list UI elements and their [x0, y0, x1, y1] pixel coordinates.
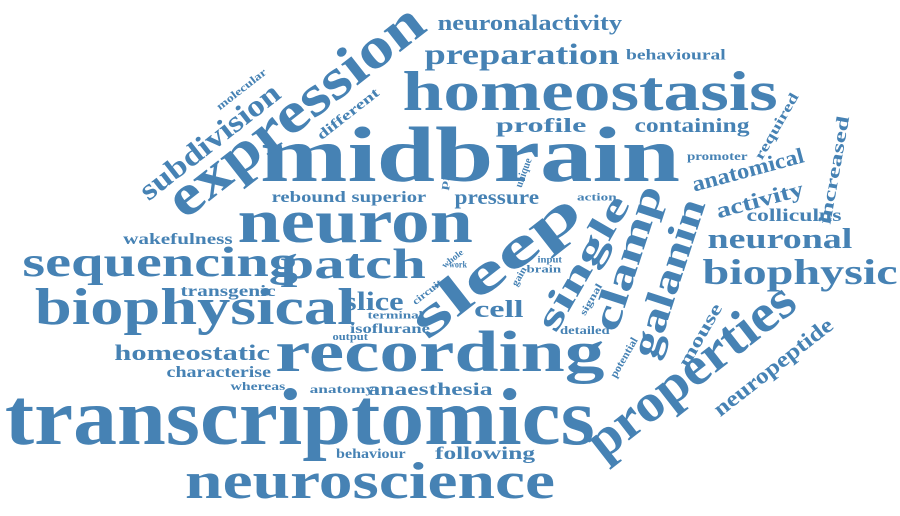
word-transcriptomics: transcriptomics	[4, 374, 595, 462]
word-profile: profile	[495, 115, 587, 137]
word-anaesthesia: anaesthesia	[367, 379, 493, 399]
word-biophysical: biophysical	[34, 279, 356, 336]
word-superior: superior	[351, 189, 427, 206]
word-following: following	[435, 443, 536, 463]
word-work: work	[449, 259, 467, 270]
word-containing: containing	[634, 115, 750, 137]
word-isoflurane: isoflurane	[350, 322, 430, 337]
word-sequencing: sequencing	[22, 240, 298, 286]
word-neuronal: neuronal	[707, 224, 853, 255]
word-patch: patch	[280, 242, 426, 288]
word-behaviour: behaviour	[336, 447, 406, 462]
word-neuron: neuron	[237, 188, 473, 256]
word-homeostatic: homeostatic	[114, 340, 271, 365]
word-whereas: whereas	[230, 379, 286, 393]
word-input: input	[537, 254, 562, 265]
word-action: action	[577, 191, 617, 204]
word-homeostasis: homeostasis	[402, 61, 778, 123]
word-output: output	[332, 332, 368, 343]
word-biophysic: biophysic	[702, 252, 898, 292]
word-characterise: characterise	[166, 364, 271, 381]
word-slice: slice	[344, 287, 404, 316]
word-wakefulness: wakefulness	[123, 231, 233, 248]
word-transgenic: transgenic	[180, 283, 276, 300]
word-pressure: pressure	[454, 187, 540, 209]
word-terminal: terminal	[367, 309, 423, 322]
word-colliculus: colliculus	[746, 205, 842, 225]
word-promoter: promoter	[686, 149, 748, 163]
word-midbrain: midbrain	[260, 111, 681, 198]
word-brain: brain	[526, 263, 562, 276]
word-recording: recording	[275, 319, 605, 384]
word-preparation: preparation	[424, 38, 620, 71]
word-neuronalactivity: neuronalactivity	[437, 10, 623, 35]
word-cell: cell	[474, 297, 524, 323]
word-behavioural: behavioural	[626, 47, 726, 64]
word-neuroscience: neuroscience	[185, 453, 555, 510]
word-detailed: detailed	[560, 323, 610, 337]
word-rebound: rebound	[271, 189, 346, 206]
word-anatomy: anatomy	[309, 382, 375, 396]
